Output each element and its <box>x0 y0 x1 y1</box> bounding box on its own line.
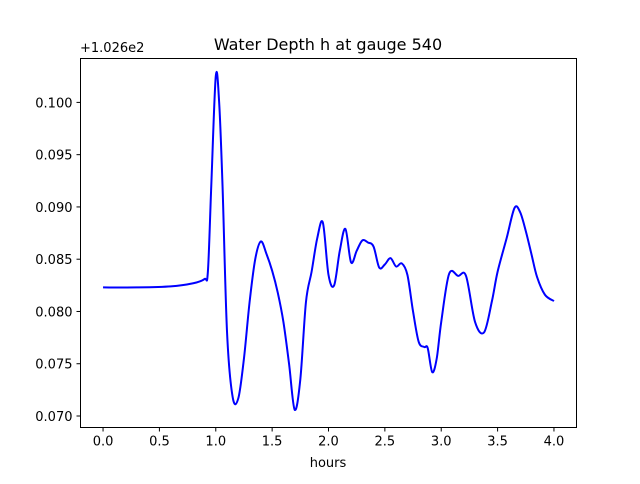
y-tick-label: 0.080 <box>35 305 72 320</box>
x-tick-label: 1.5 <box>262 435 283 450</box>
chart-title: Water Depth h at gauge 540 <box>214 35 442 54</box>
y-tick-label: 0.100 <box>35 96 72 111</box>
y-tick-label: 0.085 <box>35 253 72 268</box>
series-line-h <box>103 70 555 411</box>
x-axis-label: hours <box>310 456 347 471</box>
x-tick-label: 1.0 <box>205 435 226 450</box>
y-tick-label: 0.095 <box>35 149 72 164</box>
y-tick-label: 0.070 <box>35 410 72 425</box>
plot-frame <box>80 58 577 428</box>
y-tick-label: 0.090 <box>35 201 72 216</box>
x-tick-label: 2.5 <box>375 435 396 450</box>
x-tick-label: 4.0 <box>544 435 565 450</box>
y-offset-label: +1.026e2 <box>80 41 144 56</box>
x-tick-label: 3.5 <box>487 435 508 450</box>
x-tick-label: 2.0 <box>318 435 339 450</box>
x-tick-label: 3.0 <box>431 435 452 450</box>
y-tick-label: 0.075 <box>35 358 72 373</box>
x-tick-label: 0.5 <box>149 435 170 450</box>
x-tick-label: 0.0 <box>93 435 114 450</box>
